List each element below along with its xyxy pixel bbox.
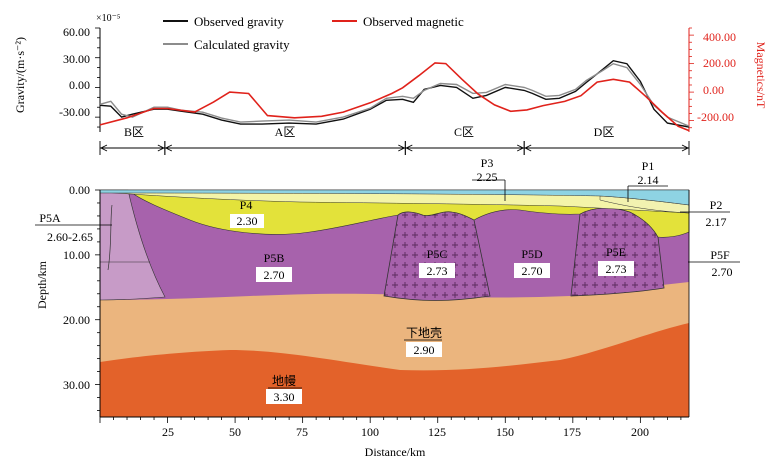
p5b-density-box [256, 267, 292, 282]
mantle-name: 地幔 [272, 373, 296, 388]
fault-line-p5a [107, 204, 113, 271]
lower-crust-density-box [406, 342, 442, 357]
p5a-body [99, 189, 166, 301]
zone-label-d: D区 [594, 125, 615, 139]
p5f-density: 2.70 [712, 265, 733, 279]
p5c-name: P5C [427, 247, 448, 261]
distance-tick-150: 150 [496, 425, 514, 439]
p5e-name: P5E [606, 245, 626, 259]
depth-tick-labels: 0.00 10.00 20.00 30.00 [63, 183, 90, 392]
series-line-calculated-gravity [99, 62, 690, 127]
p1-name: P1 [642, 159, 655, 173]
gravity-ticks: 60.00 30.00 0.00 -30.00 [59, 25, 100, 128]
magnetic-tick-0: 0.00 [703, 83, 724, 97]
series-line-observed-gravity [99, 59, 690, 128]
legend-observed-magnetic: Observed magnetic [363, 14, 464, 29]
legend-observed-gravity: Observed gravity [194, 14, 284, 29]
p4-density: 2.30 [237, 214, 258, 228]
lower-crust-name: 下地壳 [406, 326, 442, 340]
zone-arrow-right [516, 144, 525, 152]
zone-label-c: C区 [454, 125, 474, 139]
p5f-name: P5F [710, 248, 730, 262]
zone-arrow-right [157, 144, 165, 152]
distance-tick-75: 75 [296, 425, 308, 439]
zone-axis: B区 A区 C区 D区 [99, 125, 690, 155]
p5c-density: 2.73 [427, 264, 448, 278]
magnetic-tick-200: 200.00 [703, 56, 736, 70]
legend: Observed gravity Calculated gravity Obse… [163, 14, 464, 52]
p5d-density-box [514, 263, 550, 278]
magnetics-axis-label: Magnetics/nT [754, 42, 768, 109]
profile-panel: ×10⁻⁵ Gravity/(m·s⁻²) Magnetics/nT 60.00… [13, 13, 768, 155]
depth-tick-0: 0.00 [69, 183, 90, 197]
magnetic-tick-minus200: -200.00 [697, 110, 734, 124]
legend-calculated-gravity: Calculated gravity [194, 37, 290, 52]
p5b-name: P5B [264, 251, 285, 265]
p5a-name: P5A [39, 211, 61, 225]
zone-arrow-right [681, 144, 690, 152]
distance-tick-50: 50 [229, 425, 241, 439]
zone-label-a: A区 [275, 125, 296, 139]
section-ticks [95, 189, 682, 423]
mantle-density-box [266, 389, 302, 404]
gravity-tick-30: 30.00 [63, 52, 90, 66]
p2-density: 2.17 [706, 215, 727, 229]
depth-tick-10: 10.00 [63, 248, 90, 262]
p3-density: 2.25 [477, 170, 498, 184]
mantle-density: 3.30 [274, 390, 295, 404]
p5e-density: 2.73 [606, 262, 627, 276]
distance-tick-100: 100 [361, 425, 379, 439]
distance-tick-25: 25 [162, 425, 174, 439]
gravity-tick-minus30: -30.00 [59, 105, 90, 119]
zone-arrow-left [524, 144, 532, 152]
gravity-tick-0: 0.00 [69, 78, 90, 92]
p5d-density: 2.70 [522, 264, 543, 278]
gravity-tick-60: 60.00 [63, 25, 90, 39]
lower-crust-density: 2.90 [414, 343, 435, 357]
section-panel: Depth/km Distance/km 0.00 10.00 20.00 30… [35, 156, 740, 459]
depth-tick-30: 30.00 [63, 378, 90, 392]
p5e-density-box [598, 261, 634, 276]
distance-tick-200: 200 [631, 425, 649, 439]
magnetic-tick-400: 400.00 [703, 30, 736, 44]
depth-axis-label: Depth/km [35, 260, 49, 309]
zone-arrow-left [99, 144, 108, 152]
p5a-density: 2.60-2.65 [47, 230, 93, 244]
distance-axis-label: Distance/km [365, 445, 426, 459]
p5c-density-box [419, 263, 455, 278]
p4-name: P4 [240, 198, 253, 212]
p4-density-box [230, 214, 264, 228]
profile-series [99, 59, 690, 132]
p5d-name: P5D [521, 247, 543, 261]
zone-label-b: B区 [124, 125, 144, 139]
zone-arrow-right [398, 144, 406, 152]
series-line-observed-magnetic [99, 62, 690, 132]
p1-density: 2.14 [638, 173, 659, 187]
depth-tick-20: 20.00 [63, 313, 90, 327]
zone-arrow-left [405, 144, 413, 152]
p5b-density: 2.70 [264, 268, 285, 282]
distance-tick-175: 175 [563, 425, 581, 439]
p2-name: P2 [710, 198, 723, 212]
magnetic-ticks: 400.00 200.00 0.00 -200.00 [689, 27, 736, 129]
p3-name: P3 [481, 156, 494, 170]
zone-arrow-left [164, 144, 173, 152]
y-scale-note: ×10⁻⁵ [96, 13, 120, 24]
body-labels: P1 2.14 P2 2.17 P3 2.25 P4 2.30 P5A 2.60… [35, 156, 740, 404]
distance-tick-labels: 25 50 75 100 125 150 175 200 [162, 425, 649, 439]
distance-tick-125: 125 [428, 425, 446, 439]
gravity-axis-label: Gravity/(m·s⁻²) [13, 37, 27, 113]
